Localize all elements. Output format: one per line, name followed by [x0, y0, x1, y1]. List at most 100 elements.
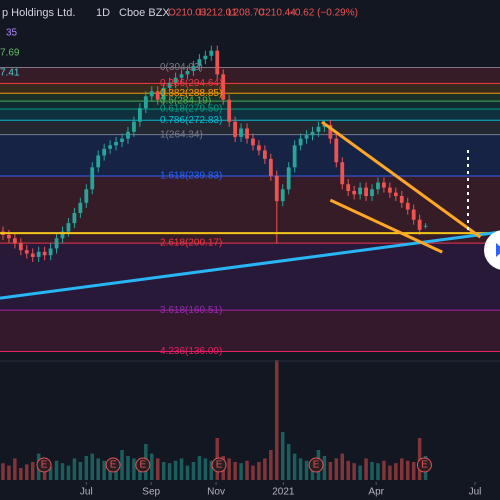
volume-bar: [54, 460, 59, 480]
volume-bar: [251, 465, 255, 480]
x-tick-label: Jul: [80, 487, 93, 498]
fib-band: [0, 109, 500, 121]
candle-body: [60, 231, 65, 239]
trend-line: [0, 230, 500, 300]
candle-body: [334, 138, 339, 163]
volume-bar: [203, 458, 208, 480]
candle-body: [197, 59, 202, 66]
ohlc-value: H212.01: [199, 8, 237, 19]
volume-bar: [191, 462, 196, 480]
candle-body: [137, 108, 142, 122]
candle-body: [340, 162, 345, 185]
candle-body: [30, 253, 35, 257]
candle-body: [155, 91, 160, 100]
fib-band: [0, 176, 500, 244]
volume-bar: [352, 463, 356, 480]
volume-bar: [60, 463, 65, 480]
volume-bar: [400, 458, 404, 480]
volume-bar: [269, 450, 273, 480]
fib-label: 0(304.03): [160, 62, 203, 73]
exchange: Cboe BZX: [119, 7, 170, 19]
candle-body: [346, 184, 351, 191]
candle-body: [36, 251, 41, 257]
candle-body: [173, 77, 178, 83]
volume-bar: [364, 458, 368, 480]
candle-body: [12, 238, 17, 244]
candle-body: [191, 65, 196, 71]
candle-body: [274, 175, 279, 202]
candle-body: [78, 202, 83, 213]
volume-bar: [114, 465, 118, 480]
earnings-marker: [36, 457, 52, 473]
earnings-label: E: [313, 460, 320, 471]
volume-bar: [245, 460, 249, 480]
candle-body: [72, 212, 77, 224]
earnings-marker: [211, 457, 227, 473]
candle-body: [120, 138, 124, 142]
volume-bar: [388, 465, 392, 480]
volume-bar: [263, 458, 267, 480]
volume-bar: [13, 458, 17, 480]
candle-body: [143, 96, 148, 109]
ohlc-value: O210.03: [168, 8, 207, 19]
volume-bar: [233, 462, 237, 480]
x-tick-label: Jul: [469, 487, 482, 498]
candle-body: [257, 145, 261, 151]
candle-body: [18, 243, 23, 251]
candle-body: [387, 187, 392, 193]
candle-body: [310, 131, 315, 136]
fib-band: [0, 101, 500, 110]
candle-body: [280, 189, 285, 202]
volume-bar: [227, 458, 231, 480]
fib-label: 4.236(136.00): [160, 346, 222, 357]
earnings-marker: [135, 457, 151, 473]
fib-band: [0, 243, 500, 311]
candle-body: [328, 125, 333, 139]
candle-body: [42, 251, 47, 256]
volume-bar: [19, 468, 23, 480]
volume-bar: [161, 462, 166, 480]
candle-body: [304, 135, 309, 139]
scroll-icon: [496, 243, 500, 257]
volume-bar: [275, 360, 279, 480]
earnings-marker: [105, 457, 121, 473]
candle-body: [84, 189, 89, 203]
candle-body: [149, 91, 154, 97]
candle-body: [54, 238, 59, 249]
candle-body: [417, 219, 422, 230]
scroll-button[interactable]: [484, 230, 500, 270]
fib-band: [0, 134, 500, 177]
volume-bar: [292, 453, 297, 480]
indicator-value: 7.41: [0, 68, 20, 79]
fib-label: 0.618(279.50): [160, 104, 222, 115]
ohlc-value: C210.44: [258, 8, 296, 19]
candle-body: [393, 192, 398, 197]
fib-label: 3.618(160.51): [160, 305, 222, 316]
ohlc-value: −0.62 (−0.29%): [289, 8, 358, 19]
volume-bar: [90, 453, 95, 480]
volume-bar: [340, 453, 345, 480]
volume-bar: [78, 462, 83, 480]
volume-bar: [1, 463, 5, 480]
volume-bar: [102, 460, 106, 480]
volume-bar: [394, 463, 398, 480]
volume-bar: [376, 463, 380, 480]
candle-body: [24, 250, 29, 254]
earnings-label: E: [110, 460, 117, 471]
volume-bar: [257, 462, 261, 480]
fib-label: 2.618(200.17): [160, 238, 222, 249]
candle-body: [167, 82, 172, 88]
fib-band: [0, 83, 500, 94]
x-tick-label: 2021: [272, 487, 295, 498]
candle-body: [7, 234, 11, 239]
candle-body: [90, 167, 95, 190]
volume-bar: [417, 438, 422, 480]
x-tick-label: Apr: [368, 487, 384, 498]
candle-body: [251, 138, 255, 146]
volume-bar: [239, 463, 243, 480]
volume-bar: [167, 463, 172, 480]
fib-label: 0.5(284.19): [160, 96, 211, 107]
candle-body: [382, 182, 386, 188]
